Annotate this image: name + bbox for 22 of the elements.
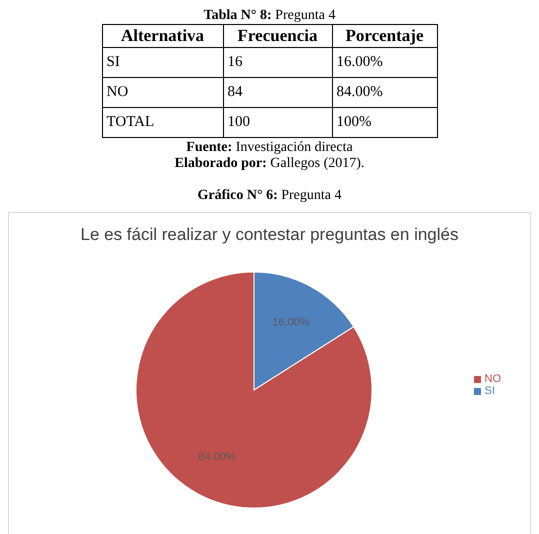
text: Gráfico N° 6: Pregunta 4: [196, 188, 342, 204]
text: 100: [223, 108, 332, 138]
text: Frecuencia: [223, 24, 332, 48]
data-label: 84,00%: [198, 451, 236, 464]
text: 84: [223, 78, 332, 108]
legend-label: NO: [484, 373, 501, 385]
text: Elaborado por: Gallegos (2017).: [174, 156, 366, 172]
text: 16: [223, 48, 332, 78]
text: Tabla N° 8: Pregunta 4: [202, 8, 336, 24]
legend-label: SI: [484, 385, 495, 397]
text: 16.00%: [332, 48, 437, 78]
text: NO: [102, 78, 223, 108]
text: 84.00%: [332, 78, 437, 108]
text: 100%: [332, 108, 437, 138]
source-note: Fuente: Investigación directa: [185, 140, 354, 156]
text: SI: [102, 48, 223, 78]
text: TOTAL: [102, 108, 223, 138]
text: Porcentaje: [332, 24, 437, 48]
text: Alternativa: [102, 24, 223, 48]
chart-title: Le es fácil realizar y contestar preguntas en inglés: [80, 225, 460, 245]
data-label: 16,00%: [272, 316, 310, 329]
pie-slice: [136, 272, 372, 508]
